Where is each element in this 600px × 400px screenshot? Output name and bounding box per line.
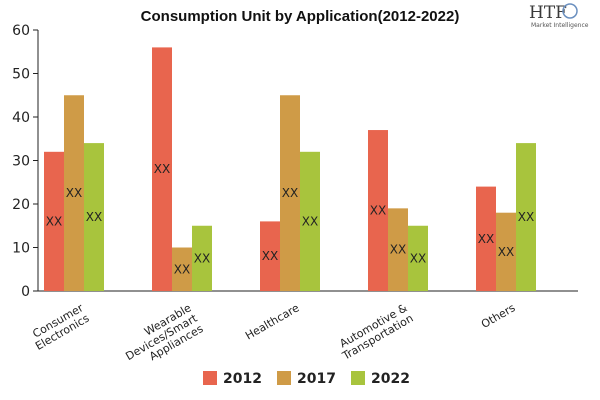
y-tick-label: 30 <box>12 154 30 170</box>
bar-2017 <box>172 247 192 291</box>
bar-2017 <box>280 95 300 291</box>
category-label: Others <box>479 301 518 331</box>
bar-2012 <box>476 186 496 291</box>
y-tick-label: 20 <box>12 197 30 213</box>
bar-2022 <box>300 151 320 291</box>
legend-label: 2022 <box>371 371 410 387</box>
data-label: XX <box>498 245 514 259</box>
data-label: XX <box>174 262 190 276</box>
data-label: XX <box>66 186 82 200</box>
chart-title: Consumption Unit by Application(2012-202… <box>141 8 460 25</box>
y-tick-label: 50 <box>12 67 30 83</box>
bar-2017 <box>496 212 516 291</box>
legend-label: 2012 <box>223 371 262 387</box>
category-label-line: Others <box>479 301 518 331</box>
bar-2022 <box>84 143 104 291</box>
data-label: XX <box>154 162 170 176</box>
y-tick-label: 40 <box>12 110 30 126</box>
data-label: XX <box>262 249 278 263</box>
y-tick-label: 0 <box>21 284 30 300</box>
data-label: XX <box>194 251 210 265</box>
legend-swatch <box>203 371 217 385</box>
data-label: XX <box>282 186 298 200</box>
y-tick-label: 10 <box>12 241 30 257</box>
data-label: XX <box>518 210 534 224</box>
bar-2017 <box>388 208 408 291</box>
category-label-line: Healthcare <box>243 301 302 342</box>
y-tick-label: 60 <box>12 23 30 39</box>
bar-2022 <box>516 143 536 291</box>
data-label: XX <box>46 214 62 228</box>
logo-subtitle: Market Intelligence <box>531 22 589 29</box>
bar-2012 <box>260 221 280 291</box>
data-label: XX <box>410 251 426 265</box>
data-label: XX <box>302 214 318 228</box>
bar-2017 <box>64 95 84 291</box>
data-label: XX <box>478 232 494 246</box>
data-label: XX <box>86 210 102 224</box>
category-label: Healthcare <box>243 301 302 342</box>
data-label: XX <box>370 204 386 218</box>
data-label: XX <box>390 243 406 257</box>
bar-2022 <box>192 225 212 291</box>
category-label: Automotive &Transportation <box>337 301 415 363</box>
bar-2022 <box>408 225 428 291</box>
htf-logo: HTF Market Intelligence <box>529 3 589 29</box>
logo-text: HTF <box>529 3 567 23</box>
bar-2012 <box>44 151 64 291</box>
bar-2012 <box>368 130 388 291</box>
legend-label: 2017 <box>297 371 336 387</box>
legend-swatch <box>351 371 365 385</box>
bar-2012 <box>152 47 172 292</box>
legend-swatch <box>277 371 291 385</box>
globe-icon <box>562 3 578 19</box>
